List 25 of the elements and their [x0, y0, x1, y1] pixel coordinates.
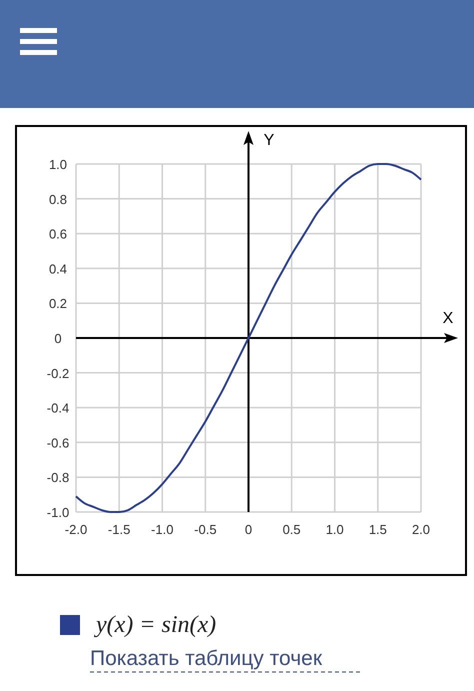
line-series: [75, 163, 422, 513]
y-tick-label: 0.2: [48, 296, 68, 312]
text: Показать таблицу точек: [90, 647, 323, 670]
x-tick-label: 1.5: [368, 522, 387, 537]
y-tick-label: -0.2: [46, 366, 70, 381]
y-tick-label: -0.4: [46, 400, 70, 416]
x-axis-title: X: [442, 310, 454, 327]
y-tick-label: 1.0: [48, 157, 68, 172]
y-tick-label: 0: [54, 331, 62, 346]
y-tick-label: 0.6: [48, 226, 68, 242]
x-tick-label: 0: [244, 522, 252, 537]
x-tick-label: -0.5: [194, 522, 217, 537]
x-tick-label: -1.5: [108, 522, 130, 537]
x-tick-label: -1.0: [151, 522, 174, 537]
x-tick-label: 1.0: [326, 522, 344, 537]
y-tick-label: 0.8: [48, 192, 68, 207]
y-tick-label: 0.4: [48, 261, 68, 276]
legend-label: y(x) = sin(x): [94, 612, 216, 638]
y-axis-title: Y: [264, 132, 275, 149]
x-tick-label: 2.0: [412, 522, 430, 537]
y-tick-label: -0.6: [46, 435, 70, 450]
x-tick-label: -2.0: [64, 522, 88, 537]
y-tick-label: -1.0: [46, 505, 70, 520]
x-tick-label: 0.5: [282, 522, 301, 537]
y-tick-label: -0.8: [46, 470, 70, 486]
